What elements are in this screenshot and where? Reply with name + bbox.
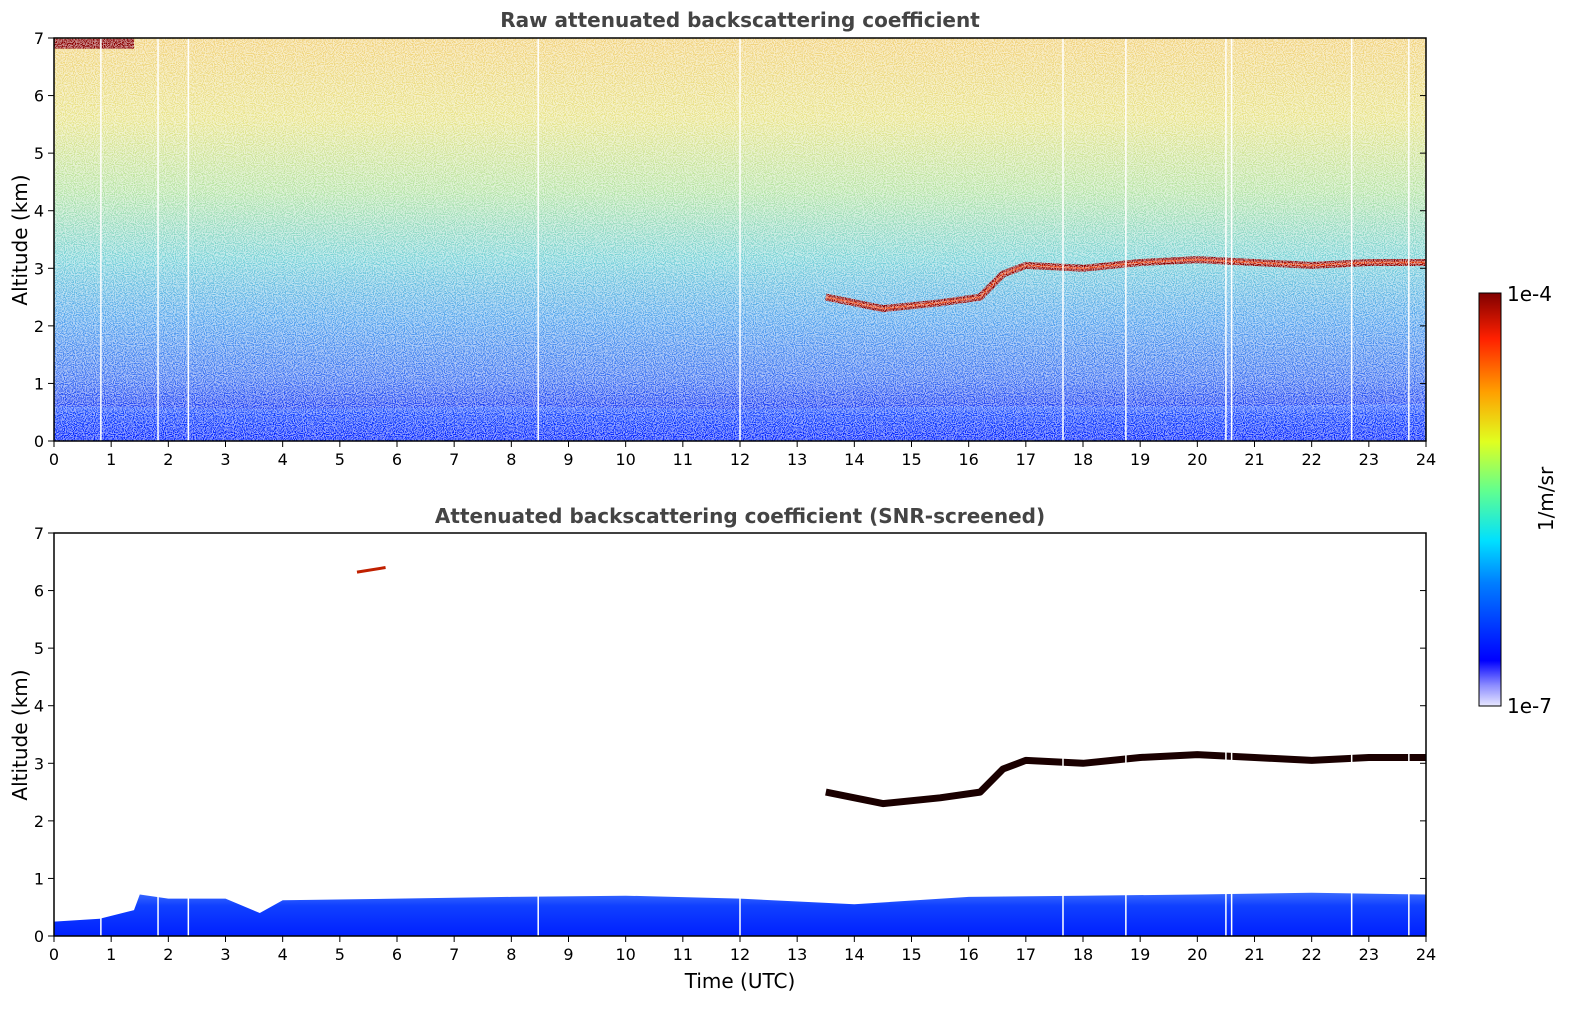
x-tick-label: 6 — [392, 945, 402, 964]
x-tick-label: 1 — [106, 450, 116, 469]
x-tick-label: 9 — [563, 450, 573, 469]
y-tick-label: 1 — [34, 869, 44, 888]
y-tick-label: 7 — [34, 29, 44, 48]
x-tick-label: 2 — [163, 945, 173, 964]
colorbar-unit-label: 1/m/sr — [1534, 466, 1558, 531]
colorbar: 1e-4 1e-7 1/m/sr — [1478, 282, 1558, 718]
y-tick-label: 4 — [34, 697, 44, 716]
x-tick-label: 15 — [901, 945, 921, 964]
x-tick-label: 4 — [278, 450, 288, 469]
x-tick-label: 24 — [1416, 450, 1436, 469]
x-tick-label: 11 — [673, 450, 693, 469]
x-tick-label: 16 — [958, 945, 978, 964]
y-tick-label: 5 — [34, 144, 44, 163]
x-tick-label: 7 — [449, 945, 459, 964]
screened-backscatter-panel: Attenuated backscattering coefficient (S… — [8, 504, 1436, 993]
x-tick-label: 14 — [844, 945, 864, 964]
cloud-layer — [825, 751, 1426, 808]
colorbar-gradient — [1478, 292, 1502, 707]
y-tick-label: 2 — [34, 812, 44, 831]
x-tick-label: 3 — [220, 450, 230, 469]
x-tick-label: 13 — [787, 450, 807, 469]
x-tick-label: 0 — [49, 945, 59, 964]
y-tick-label: 1 — [34, 374, 44, 393]
raw-panel-title: Raw attenuated backscattering coefficien… — [500, 8, 980, 32]
y-tick-label: 0 — [34, 927, 44, 946]
x-tick-label: 19 — [1130, 945, 1150, 964]
x-tick-label: 18 — [1073, 945, 1093, 964]
x-tick-label: 22 — [1301, 450, 1321, 469]
colorbar-min-label: 1e-7 — [1507, 694, 1552, 718]
x-tick-label: 24 — [1416, 945, 1436, 964]
x-tick-label: 20 — [1187, 450, 1207, 469]
x-tick-label: 15 — [901, 450, 921, 469]
x-tick-label: 23 — [1359, 450, 1379, 469]
x-tick-label: 21 — [1244, 945, 1264, 964]
x-tick-label: 23 — [1359, 945, 1379, 964]
x-tick-label: 7 — [449, 450, 459, 469]
x-tick-label: 6 — [392, 450, 402, 469]
raw-backscatter-panel: Raw attenuated backscattering coefficien… — [8, 8, 1436, 469]
y-tick-label: 0 — [34, 432, 44, 451]
x-tick-label: 11 — [673, 945, 693, 964]
x-tick-label: 18 — [1073, 450, 1093, 469]
x-tick-label: 3 — [220, 945, 230, 964]
y-tick-label: 3 — [34, 754, 44, 773]
y-tick-label: 6 — [34, 87, 44, 106]
x-tick-label: 19 — [1130, 450, 1150, 469]
x-axis-label: Time (UTC) — [684, 969, 796, 993]
raw-y-axis-label: Altitude (km) — [8, 174, 32, 305]
y-tick-label: 5 — [34, 639, 44, 658]
x-tick-label: 2 — [163, 450, 173, 469]
x-tick-label: 14 — [844, 450, 864, 469]
y-tick-label: 3 — [34, 259, 44, 278]
y-tick-label: 7 — [34, 524, 44, 543]
y-tick-label: 4 — [34, 202, 44, 221]
x-tick-label: 8 — [506, 450, 516, 469]
x-tick-label: 0 — [49, 450, 59, 469]
y-tick-label: 2 — [34, 317, 44, 336]
x-tick-label: 5 — [335, 450, 345, 469]
screened-y-axis-label: Altitude (km) — [8, 669, 32, 800]
x-tick-label: 10 — [615, 945, 635, 964]
screened-panel-title: Attenuated backscattering coefficient (S… — [435, 504, 1045, 528]
x-tick-label: 22 — [1301, 945, 1321, 964]
x-tick-label: 17 — [1016, 945, 1036, 964]
x-tick-label: 21 — [1244, 450, 1264, 469]
elevated-aerosol-patch — [356, 566, 386, 574]
x-tick-label: 20 — [1187, 945, 1207, 964]
x-tick-label: 12 — [730, 945, 750, 964]
x-tick-label: 9 — [563, 945, 573, 964]
x-tick-label: 17 — [1016, 450, 1036, 469]
x-tick-label: 16 — [958, 450, 978, 469]
y-tick-label: 6 — [34, 582, 44, 601]
x-tick-label: 1 — [106, 945, 116, 964]
x-tick-label: 4 — [278, 945, 288, 964]
colorbar-max-label: 1e-4 — [1507, 282, 1552, 306]
x-tick-label: 8 — [506, 945, 516, 964]
x-tick-label: 5 — [335, 945, 345, 964]
x-tick-label: 10 — [615, 450, 635, 469]
x-tick-label: 12 — [730, 450, 750, 469]
x-tick-label: 13 — [787, 945, 807, 964]
